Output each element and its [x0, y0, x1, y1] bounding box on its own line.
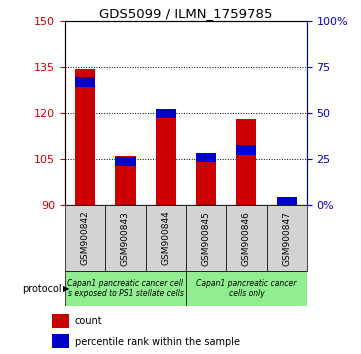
Text: GSM900844: GSM900844 — [161, 211, 170, 266]
FancyBboxPatch shape — [105, 205, 145, 271]
Text: ▶: ▶ — [63, 284, 70, 293]
FancyBboxPatch shape — [226, 205, 266, 271]
Bar — [75, 78, 95, 87]
FancyBboxPatch shape — [65, 271, 186, 306]
Text: Capan1 pancreatic cancer cell
s exposed to PS1 stellate cells: Capan1 pancreatic cancer cell s exposed … — [68, 279, 183, 298]
Text: percentile rank within the sample: percentile rank within the sample — [75, 337, 240, 347]
Bar — [52, 314, 69, 328]
Text: GSM900842: GSM900842 — [81, 211, 90, 266]
Title: GDS5099 / ILMN_1759785: GDS5099 / ILMN_1759785 — [99, 7, 273, 20]
Bar — [277, 201, 297, 205]
Bar — [236, 119, 256, 205]
Bar — [75, 69, 95, 205]
FancyBboxPatch shape — [186, 271, 307, 306]
Text: count: count — [75, 316, 103, 326]
Bar — [156, 109, 176, 205]
FancyBboxPatch shape — [266, 205, 307, 271]
Text: protocol: protocol — [22, 284, 61, 293]
Bar — [52, 334, 69, 348]
Text: GSM900846: GSM900846 — [242, 211, 251, 266]
FancyBboxPatch shape — [145, 205, 186, 271]
Bar — [277, 197, 297, 206]
Text: Capan1 pancreatic cancer
cells only: Capan1 pancreatic cancer cells only — [196, 279, 297, 298]
Text: GSM900847: GSM900847 — [282, 211, 291, 266]
Bar — [236, 145, 256, 155]
FancyBboxPatch shape — [65, 205, 105, 271]
Bar — [116, 156, 135, 166]
Bar — [196, 153, 216, 205]
Bar — [116, 156, 135, 205]
Text: GSM900843: GSM900843 — [121, 211, 130, 266]
FancyBboxPatch shape — [186, 205, 226, 271]
Text: GSM900845: GSM900845 — [201, 211, 210, 266]
Bar — [196, 153, 216, 162]
Bar — [156, 109, 176, 118]
